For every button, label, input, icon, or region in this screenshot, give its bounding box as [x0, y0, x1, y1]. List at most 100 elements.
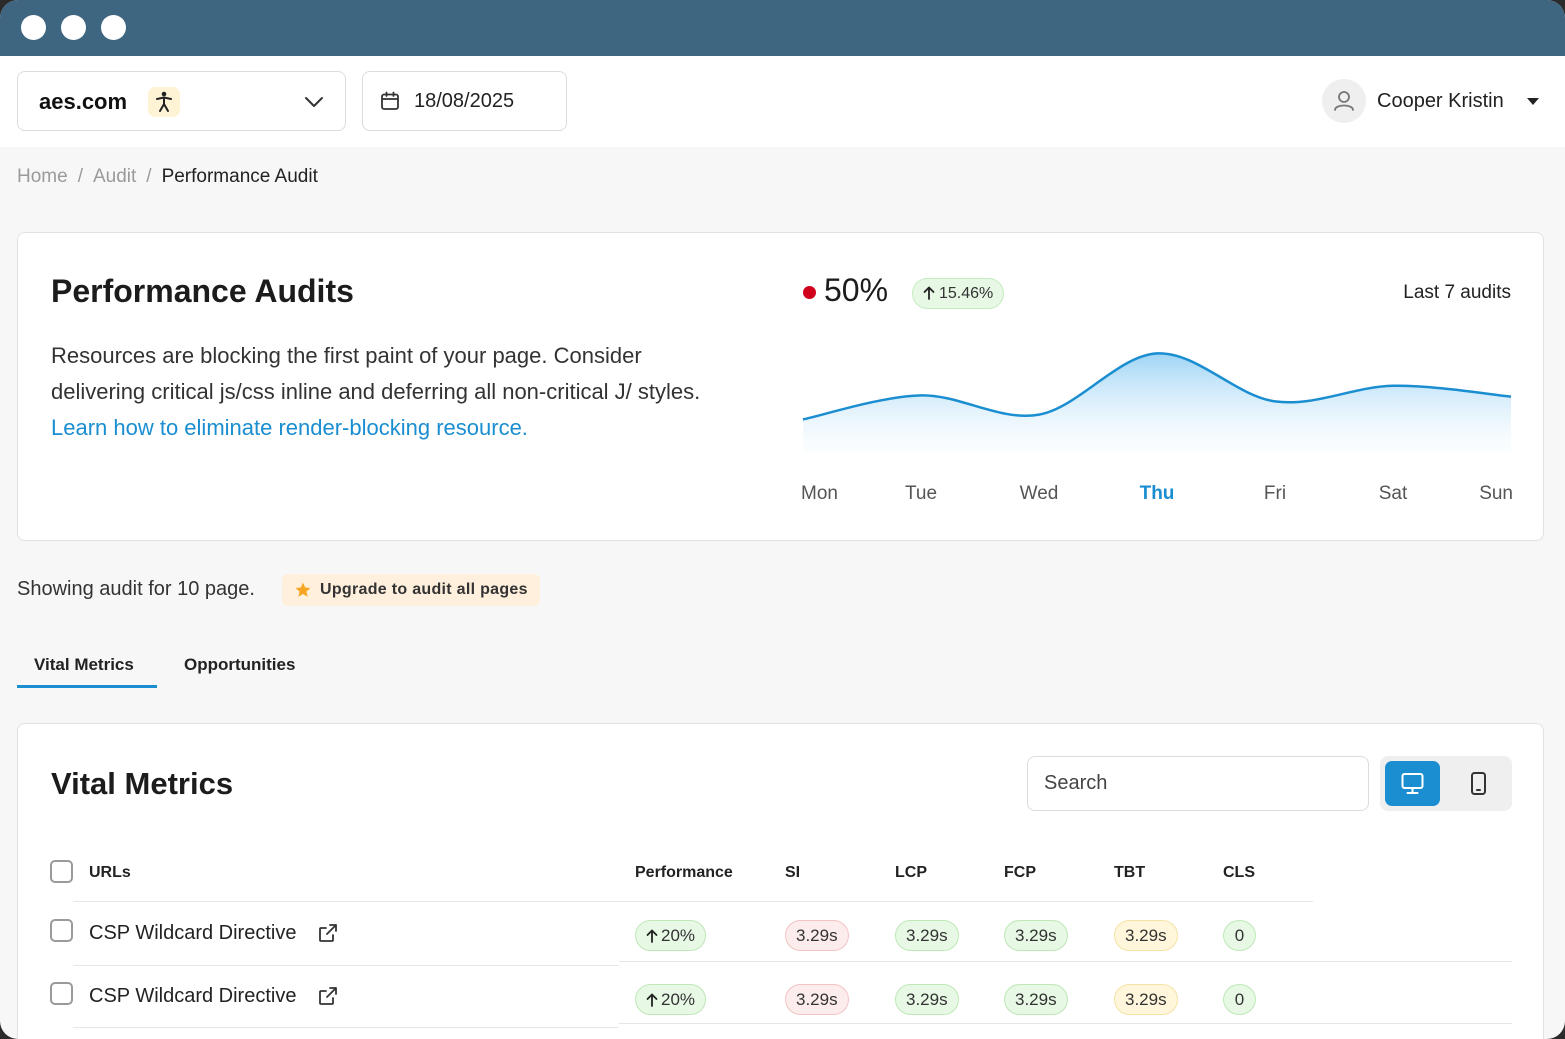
title-bar: [0, 0, 1565, 56]
chevron-down-icon: [303, 91, 325, 118]
select-all-checkbox[interactable]: [50, 860, 73, 883]
row-divider: [73, 965, 618, 966]
date-picker[interactable]: 18/08/2025: [362, 71, 567, 131]
date-value: 18/08/2025: [414, 90, 515, 112]
x-tick-label-thu[interactable]: Thu: [1139, 483, 1175, 504]
learn-more-link[interactable]: Learn how to eliminate render-blocking r…: [51, 415, 528, 440]
desktop-view-button[interactable]: [1385, 761, 1440, 806]
chart-area-fill: [803, 353, 1511, 453]
range-label: Last 7 audits: [1403, 282, 1511, 303]
site-select[interactable]: aes.com: [17, 71, 346, 131]
x-tick-label-tue[interactable]: Tue: [904, 483, 938, 504]
cls-pill: 0: [1223, 984, 1256, 1015]
performance-description: Resources are blocking the first paint o…: [51, 338, 741, 446]
arrow-up-icon: [923, 286, 935, 300]
delta-value: 15.46%: [939, 285, 994, 302]
window-minimize-dot[interactable]: [61, 15, 86, 40]
search-input[interactable]: [1027, 756, 1369, 811]
breadcrumb-current: Performance Audit: [161, 166, 318, 187]
chart-series-line: [802, 352, 1512, 421]
score-status-dot: [803, 286, 816, 299]
x-tick-label-mon[interactable]: Mon: [801, 483, 838, 504]
performance-trend-chart: [802, 347, 1512, 453]
tbt-pill: 3.29s: [1114, 984, 1178, 1015]
vital-metrics-card: Vital Metrics URLs Performance SI LCP FC: [17, 723, 1544, 1039]
upgrade-button[interactable]: Upgrade to audit all pages: [282, 574, 540, 606]
column-header-cls[interactable]: CLS: [1223, 864, 1255, 881]
column-header-fcp[interactable]: FCP: [1004, 864, 1036, 881]
performance-title: Performance Audits: [51, 273, 354, 309]
chart-point-tue[interactable]: [915, 389, 927, 401]
row-checkbox[interactable]: [50, 919, 73, 942]
breadcrumb-audit[interactable]: Audit: [92, 166, 137, 187]
breadcrumb: Home / Audit / Performance Audit: [17, 166, 318, 188]
breadcrumb-separator: /: [77, 166, 83, 187]
performance-score: 50%: [824, 272, 889, 308]
performance-pill: 20%: [635, 920, 707, 951]
caret-down-icon: [1527, 98, 1539, 105]
active-tab-indicator: [17, 685, 157, 688]
window-maximize-dot[interactable]: [101, 15, 126, 40]
row-divider: [73, 1027, 618, 1028]
header-divider: [73, 901, 1313, 902]
fcp-pill: 3.29s: [1004, 984, 1068, 1015]
avatar: [1322, 79, 1366, 123]
star-icon: [295, 582, 311, 597]
si-pill: 3.29s: [785, 984, 849, 1015]
column-header-performance[interactable]: Performance: [635, 864, 733, 881]
performance-value: 20%: [661, 926, 696, 945]
chart-x-axis: Mon Tue Wed Thu Fri Sat Sun: [801, 483, 1513, 507]
row-url[interactable]: CSP Wildcard Directive: [89, 922, 297, 944]
lcp-pill: 3.29s: [895, 920, 959, 951]
chart-point-wed[interactable]: [1033, 409, 1045, 421]
column-header-urls[interactable]: URLs: [89, 864, 131, 881]
tab-bar: Vital Metrics Opportunities: [17, 645, 417, 689]
performance-audits-card: Performance Audits Resources are blockin…: [17, 232, 1544, 541]
lcp-pill: 3.29s: [895, 984, 959, 1015]
column-header-lcp[interactable]: LCP: [895, 864, 927, 881]
performance-pill: 20%: [635, 984, 707, 1015]
x-tick-label-sat[interactable]: Sat: [1378, 483, 1408, 504]
performance-value: 20%: [661, 990, 696, 1009]
desktop-icon: [1401, 773, 1424, 794]
user-name: Cooper Kristin: [1377, 90, 1504, 112]
chart-point-thu[interactable]: [1151, 347, 1163, 359]
arrow-up-icon: [646, 993, 658, 1007]
chart-point-fri[interactable]: [1269, 395, 1281, 407]
row-url[interactable]: CSP Wildcard Directive: [89, 985, 297, 1007]
mobile-icon: [1471, 772, 1486, 795]
external-link-icon[interactable]: [317, 922, 339, 949]
top-bar: aes.com 18/08/2025: [0, 56, 1565, 147]
x-tick-label-wed[interactable]: Wed: [1019, 483, 1059, 504]
column-header-tbt[interactable]: TBT: [1114, 864, 1146, 881]
arrow-up-icon: [646, 929, 658, 943]
device-toggle: [1380, 756, 1512, 811]
si-pill: 3.29s: [785, 920, 849, 951]
site-name: aes.com: [39, 89, 128, 114]
row-divider: [619, 1023, 1512, 1024]
tbt-pill: 3.29s: [1114, 920, 1178, 951]
window-close-dot[interactable]: [21, 15, 46, 40]
score-delta-badge: 15.46%: [912, 278, 1005, 309]
column-header-si[interactable]: SI: [785, 864, 801, 881]
mobile-view-button[interactable]: [1451, 761, 1506, 806]
row-divider: [619, 961, 1512, 962]
breadcrumb-separator: /: [146, 166, 152, 187]
cls-pill: 0: [1223, 920, 1256, 951]
description-text: Resources are blocking the first paint o…: [51, 343, 701, 404]
audit-count-text: Showing audit for 10 page.: [17, 578, 255, 600]
accessibility-icon: [148, 87, 180, 117]
external-link-icon[interactable]: [317, 985, 339, 1012]
upgrade-label: Upgrade to audit all pages: [320, 581, 528, 598]
x-tick-label-fri[interactable]: Fri: [1263, 483, 1287, 504]
vital-metrics-title: Vital Metrics: [51, 766, 234, 801]
tab-opportunities[interactable]: Opportunities: [184, 655, 296, 674]
x-tick-label-sun[interactable]: Sun: [1479, 483, 1513, 504]
breadcrumb-home[interactable]: Home: [17, 166, 68, 187]
fcp-pill: 3.29s: [1004, 920, 1068, 951]
row-checkbox[interactable]: [50, 982, 73, 1005]
chart-point-sat[interactable]: [1387, 380, 1399, 392]
tab-vital-metrics[interactable]: Vital Metrics: [34, 655, 134, 674]
calendar-icon: [380, 91, 400, 116]
